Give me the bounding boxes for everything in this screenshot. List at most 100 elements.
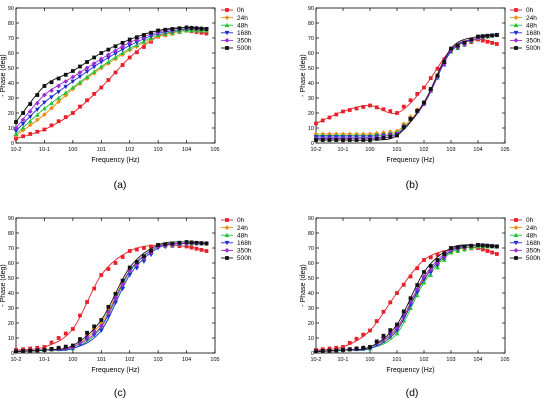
- data-point: [34, 117, 40, 123]
- y-tick-label: 80: [308, 231, 314, 237]
- data-point: [381, 107, 386, 112]
- data-point: [149, 30, 153, 35]
- data-point: [134, 50, 139, 55]
- data-point: [485, 39, 490, 44]
- data-point: [204, 31, 209, 36]
- y-tick-label: 80: [8, 231, 14, 237]
- data-point: [92, 91, 97, 96]
- series-350h: [313, 32, 500, 141]
- data-point: [21, 349, 26, 354]
- x-tick-label: 102: [419, 147, 428, 153]
- data-point: [42, 100, 47, 105]
- data-point: [99, 85, 104, 90]
- data-point: [92, 286, 97, 291]
- data-point: [113, 51, 118, 57]
- data-point: [142, 254, 146, 259]
- legend-entry: 24h: [237, 15, 248, 22]
- data-point: [156, 243, 161, 247]
- data-point: [134, 247, 139, 252]
- data-point: [85, 60, 89, 64]
- legend-entry: 500h: [237, 255, 252, 262]
- series-0h: [314, 246, 499, 352]
- data-point: [42, 84, 47, 88]
- data-point: [334, 345, 339, 350]
- data-point: [395, 111, 399, 115]
- data-point: [70, 79, 76, 84]
- y-tick-label: 70: [8, 36, 14, 42]
- series-line: [15, 29, 207, 135]
- series-48h: [313, 244, 500, 354]
- data-point: [422, 85, 426, 90]
- x-tick-label: 100: [365, 357, 374, 363]
- data-point: [354, 106, 359, 111]
- data-point: [184, 240, 189, 244]
- data-point: [455, 245, 460, 250]
- x-tick-label: 103: [154, 147, 163, 153]
- legend-entry: 350h: [526, 248, 541, 255]
- data-point: [224, 22, 230, 28]
- data-point: [225, 256, 229, 260]
- data-point: [84, 74, 90, 79]
- panel-label: (c): [114, 387, 126, 399]
- y-tick-label: 40: [308, 291, 314, 297]
- legend-entry: 48h: [237, 22, 248, 29]
- data-point: [401, 125, 406, 130]
- data-point: [21, 134, 26, 139]
- data-point: [127, 249, 132, 253]
- data-point: [91, 64, 97, 70]
- data-point: [98, 60, 104, 65]
- y-tick-label: 90: [8, 216, 14, 222]
- data-point: [394, 331, 400, 336]
- x-tick-label: 10-2: [310, 357, 321, 363]
- data-point: [408, 299, 413, 305]
- plot-frame: [15, 217, 216, 354]
- data-point: [347, 108, 352, 112]
- data-point: [113, 44, 118, 49]
- data-point: [395, 133, 399, 138]
- legend-entry: 500h: [237, 45, 252, 52]
- data-point: [91, 328, 97, 334]
- data-point: [113, 295, 118, 301]
- data-point: [421, 274, 427, 279]
- series-line: [15, 242, 207, 352]
- data-point: [49, 123, 54, 128]
- data-point: [401, 282, 406, 287]
- x-tick-label: 10-1: [337, 147, 348, 153]
- data-point: [127, 55, 132, 60]
- x-tick-label: 103: [446, 147, 455, 153]
- data-point: [354, 138, 359, 142]
- data-point: [56, 345, 61, 350]
- legend-entry: 0h: [526, 7, 534, 14]
- data-point: [361, 105, 366, 109]
- data-point: [77, 70, 83, 75]
- data-point: [480, 34, 485, 39]
- data-point: [127, 46, 133, 51]
- y-tick-label: 60: [8, 261, 14, 267]
- data-point: [381, 309, 386, 314]
- data-point: [422, 270, 426, 274]
- y-tick-label: 50: [8, 276, 14, 282]
- data-point: [78, 104, 82, 109]
- data-point: [20, 117, 26, 123]
- x-axis-label: Frequency (Hz): [386, 367, 434, 374]
- data-point: [78, 313, 82, 318]
- data-point: [163, 242, 168, 247]
- data-point: [368, 138, 372, 142]
- panel-label: (d): [406, 387, 419, 399]
- data-point: [485, 249, 490, 253]
- series-0h: [14, 243, 209, 352]
- data-point: [462, 40, 467, 45]
- data-point: [327, 115, 332, 120]
- y-axis-label: - Phase (deg): [0, 54, 7, 96]
- y-axis-label: - Phase (deg): [300, 264, 307, 306]
- data-point: [449, 246, 453, 250]
- x-tick-label: 104: [473, 147, 482, 153]
- data-point: [120, 44, 126, 50]
- x-tick-label: 104: [473, 357, 482, 363]
- data-point: [56, 99, 62, 105]
- data-point: [341, 345, 345, 349]
- data-point: [14, 349, 18, 354]
- y-tick-label: 0: [11, 351, 14, 357]
